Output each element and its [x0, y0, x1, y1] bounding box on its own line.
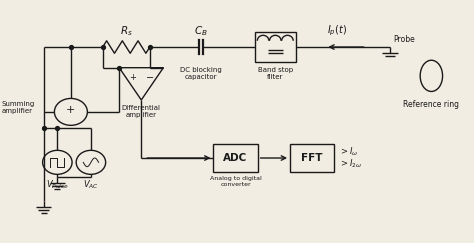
- Text: Probe: Probe: [393, 35, 415, 44]
- Text: Differential
amplifier: Differential amplifier: [122, 105, 161, 118]
- Text: DC blocking
capacitor: DC blocking capacitor: [180, 67, 222, 80]
- Text: $V_{AC}$: $V_{AC}$: [83, 178, 99, 191]
- Text: $V_{Pulse}$: $V_{Pulse}$: [46, 178, 69, 191]
- Bar: [255, 32, 296, 62]
- Text: $> I_{2\omega}$: $> I_{2\omega}$: [339, 158, 362, 170]
- Bar: [290, 144, 334, 172]
- Text: $C_B$: $C_B$: [194, 25, 208, 38]
- Text: $> I_{\omega}$: $> I_{\omega}$: [339, 146, 358, 158]
- Text: −: −: [146, 73, 154, 83]
- Text: $I_p(t)$: $I_p(t)$: [327, 24, 347, 38]
- Text: Reference ring: Reference ring: [403, 100, 459, 109]
- Text: Summing
amplifier: Summing amplifier: [1, 101, 35, 113]
- Text: Band stop
filter: Band stop filter: [258, 67, 293, 80]
- Bar: [213, 144, 257, 172]
- Text: +: +: [66, 105, 75, 115]
- Text: $R_s$: $R_s$: [120, 25, 133, 38]
- Text: Analog to digital
converter: Analog to digital converter: [210, 176, 261, 187]
- Text: FFT: FFT: [301, 153, 323, 163]
- Text: ADC: ADC: [223, 153, 247, 163]
- Text: +: +: [129, 73, 136, 82]
